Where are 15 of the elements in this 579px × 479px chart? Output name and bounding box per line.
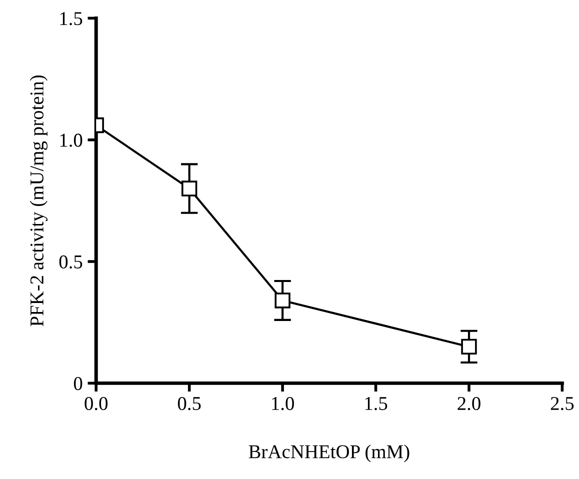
point — [181, 180, 198, 196]
x-tick-label: 1.5 — [365, 397, 388, 410]
point — [274, 292, 290, 308]
point — [461, 338, 477, 355]
x-tick-label: 0.5 — [178, 396, 201, 410]
y-axis-title: PFK-2 activity (mU/mg protein) — [30, 75, 48, 326]
x-tick-label: 2.0 — [458, 396, 480, 410]
x-axis-title: BrAcNHEtOP (mM) — [248, 444, 410, 462]
y-tick-label: 0 — [74, 377, 82, 390]
x-tick-label: 2.5 — [550, 397, 574, 410]
y-tick-label: 0.5 — [59, 255, 82, 269]
x-tick-label: 0.0 — [84, 396, 108, 410]
x-tick-label: 1.0 — [272, 396, 294, 410]
y-tick-label: 1.5 — [60, 12, 82, 26]
y-tick-label: 1.0 — [60, 134, 82, 147]
